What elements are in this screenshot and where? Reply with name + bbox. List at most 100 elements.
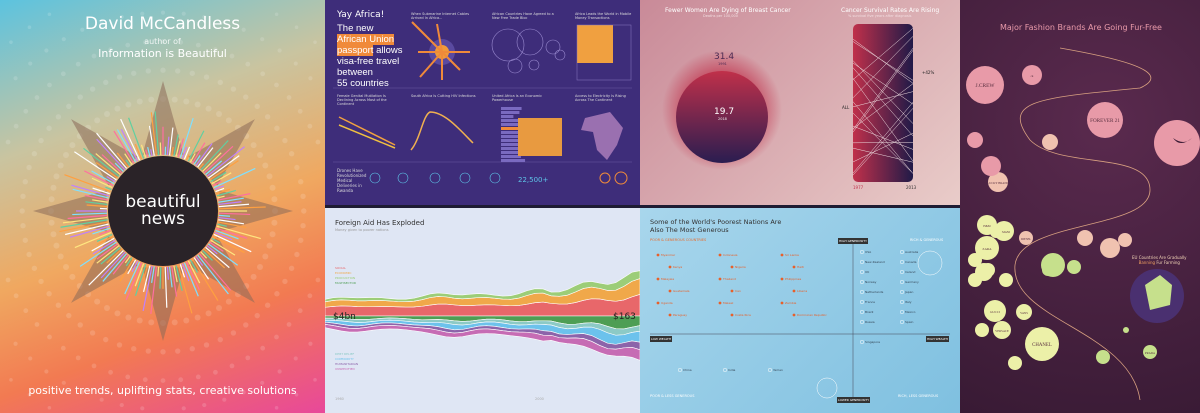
country-point (780, 253, 784, 257)
dot-pattern (61, 380, 66, 385)
brand-bubble (975, 263, 993, 281)
country-point (792, 265, 796, 269)
country-point (859, 279, 865, 285)
dot-pattern (274, 405, 279, 410)
ray (148, 125, 155, 156)
dot-pattern (264, 114, 271, 120)
country-point (792, 289, 796, 293)
dot-pattern (205, 310, 212, 317)
drone-icon (489, 172, 501, 184)
dot-pattern (189, 346, 195, 352)
dot-pattern (23, 108, 29, 114)
country-point (668, 313, 672, 317)
sub-title: Drones Have Revolutionized Medical Deliv… (337, 168, 367, 193)
dot-pattern (47, 334, 52, 340)
dot-pattern (9, 378, 13, 382)
country-label: China (683, 368, 692, 372)
country-label: Thailand (723, 277, 736, 281)
brand-label: GUCCI (990, 310, 1000, 314)
africa-headline: The new African Union passport allows vi… (337, 23, 402, 89)
dot-pattern (225, 298, 232, 305)
axis-right: HIGH WEALTH (926, 336, 949, 342)
fur-title: Major Fashion Brands Are Going Fur-Free (1000, 23, 1162, 32)
dot-pattern (213, 369, 218, 375)
dot-pattern (108, 369, 113, 375)
dot-pattern (178, 39, 184, 45)
country-point (730, 289, 734, 293)
value-1991: 31.4 (714, 52, 735, 62)
ray (125, 262, 143, 301)
dot-pattern (277, 48, 282, 53)
gdp-bar (501, 115, 514, 118)
dot-pattern (266, 173, 273, 180)
dot-pattern (175, 348, 181, 354)
dot-pattern (298, 237, 304, 243)
ray (191, 142, 206, 164)
brand-bubble (1077, 230, 1093, 246)
ray (218, 201, 242, 206)
gdp-bar (501, 135, 525, 138)
ray (131, 260, 139, 272)
author-of: author of (144, 37, 181, 46)
country-label: Uganda (661, 301, 673, 305)
dot-pattern (171, 319, 178, 326)
dot-pattern (48, 219, 55, 226)
ray (102, 253, 128, 282)
cancer-charts (662, 24, 914, 182)
stream-layer (325, 270, 640, 303)
author-name: David McCandless (84, 14, 241, 34)
survival-slope (852, 91, 914, 108)
ray (92, 239, 116, 255)
nike-swoosh (1173, 138, 1192, 143)
country-label: Malawi (723, 301, 734, 305)
dot-pattern (13, 76, 18, 81)
sub-title: African Countries Have Agreed to a New F… (492, 12, 554, 20)
country-point (859, 269, 865, 275)
survival-slope (852, 83, 914, 129)
ray (217, 195, 225, 199)
dot-pattern (136, 98, 143, 105)
ray (113, 130, 135, 164)
ray (211, 237, 221, 244)
ray (86, 204, 108, 208)
africa-title: Yay Africa! (337, 10, 385, 20)
dot-pattern (22, 179, 28, 185)
ray (147, 146, 151, 157)
country-point (718, 277, 722, 281)
ray (181, 146, 188, 159)
country-point (792, 313, 796, 317)
ray (187, 130, 205, 162)
brand-bubble (1143, 345, 1157, 359)
dot-pattern (241, 27, 246, 32)
country-point (656, 277, 660, 281)
dot-pattern (262, 253, 269, 260)
brand-label: CHANEL (1032, 343, 1052, 348)
ray (96, 243, 119, 260)
dot-pattern (222, 20, 227, 25)
survival-slope (852, 133, 914, 163)
survival-slope (852, 112, 914, 174)
dot-pattern (80, 27, 85, 32)
dot-pattern (77, 322, 83, 328)
dot-pattern (80, 390, 85, 395)
brand-label: ck (1031, 74, 1034, 78)
brand-bubble (975, 236, 999, 260)
ray (187, 260, 201, 284)
ray (99, 229, 111, 236)
dot-pattern (61, 37, 66, 42)
brand-label: J.CREW (975, 83, 995, 89)
ray (127, 259, 137, 275)
ray (112, 254, 129, 275)
dot-pattern (216, 111, 222, 118)
gdp-bar (501, 139, 521, 142)
sub-title: Africa Leads the World in Mobile Money T… (575, 12, 632, 20)
country-label: Malaysia (661, 277, 675, 281)
dot-pattern (282, 278, 288, 285)
ray (120, 129, 139, 162)
quadrant-tr: RICH & GENEROUS (910, 238, 944, 242)
gdp-bar (501, 119, 529, 122)
dot-pattern (66, 312, 72, 319)
dot-pattern (91, 53, 97, 59)
dot-pattern (250, 142, 257, 149)
dot-pattern (125, 101, 132, 108)
